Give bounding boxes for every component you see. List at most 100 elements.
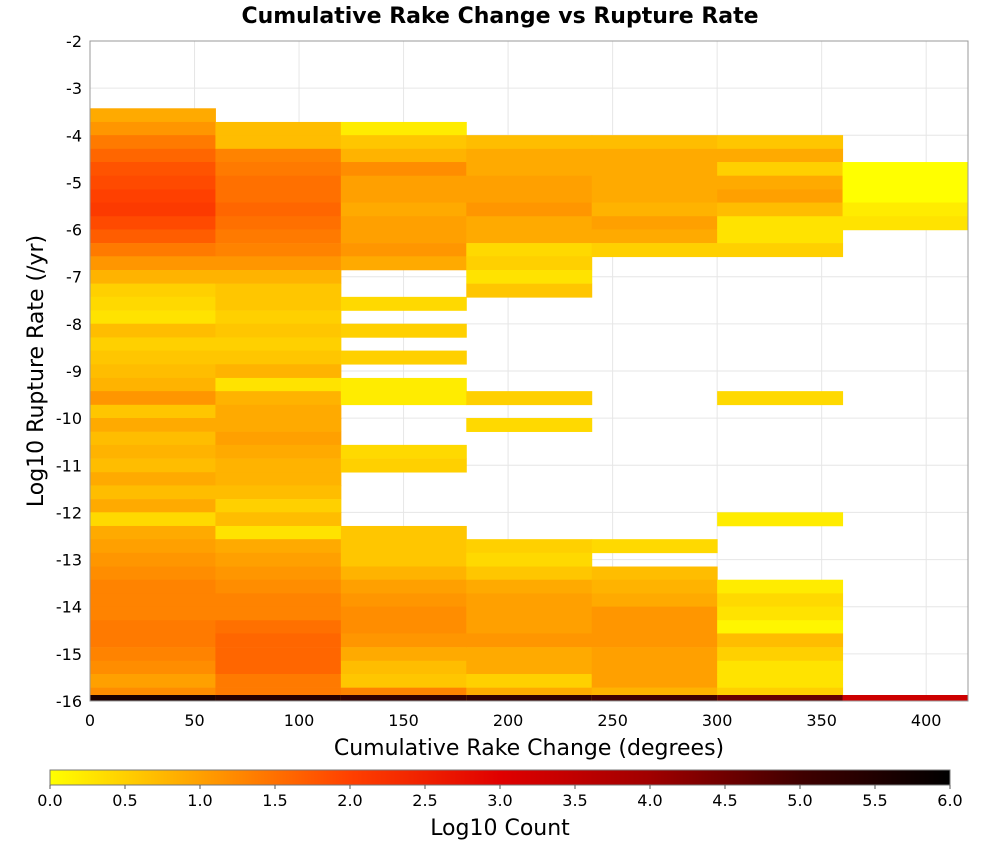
heatmap-cell [215, 364, 342, 379]
heatmap-cell [466, 256, 593, 271]
colorbar-tick-label: 1.0 [187, 791, 212, 810]
y-tick-label: -10 [56, 409, 82, 428]
heatmap-cell [90, 418, 216, 432]
heatmap-cell [842, 695, 969, 702]
heatmap-cell [340, 121, 467, 136]
heatmap-cell [215, 243, 342, 258]
heatmap-cell [90, 593, 216, 608]
heatmap-cell [842, 162, 969, 176]
heatmap-cell [466, 162, 593, 176]
x-tick-label: 350 [806, 711, 837, 730]
heatmap-cell [215, 404, 342, 419]
heatmap-cell [90, 256, 216, 271]
heatmap-cell [215, 310, 342, 325]
heatmap-cell [591, 695, 718, 702]
heatmap-cell [90, 364, 216, 379]
heatmap-cell [215, 350, 342, 365]
heatmap-cell [466, 579, 593, 594]
heatmap-cell [717, 202, 844, 217]
heatmap-cell [340, 525, 467, 540]
x-tick-label: 150 [388, 711, 419, 730]
heatmap-cell [90, 323, 216, 338]
heatmap-cell [90, 499, 216, 514]
heatmap-cell [90, 202, 216, 217]
heatmap-cell [591, 660, 718, 675]
heatmap-cell [717, 243, 844, 258]
heatmap-cell [717, 695, 844, 702]
heatmap-cell [340, 633, 467, 648]
heatmap-cell [215, 202, 342, 217]
y-tick-label: -13 [56, 551, 82, 570]
heatmap-cell [717, 579, 844, 594]
heatmap-cell [842, 189, 969, 204]
heatmap-cell [215, 552, 342, 567]
heatmap-cell [215, 189, 342, 204]
heatmap-cell [717, 606, 844, 621]
heatmap-cell [215, 695, 342, 702]
heatmap-cell [340, 566, 467, 581]
heatmap-cell [717, 593, 844, 608]
heatmap-cell [340, 229, 467, 244]
colorbar-tick-label: 0.0 [37, 791, 62, 810]
colorbar-tick-label: 3.5 [562, 791, 587, 810]
heatmap-cell [90, 108, 216, 123]
heatmap-cell [215, 323, 342, 338]
heatmap-cell [340, 350, 467, 365]
heatmap-cell [717, 673, 844, 688]
heatmap-cell [466, 269, 593, 284]
heatmap-cell [340, 647, 467, 662]
heatmap-cell [215, 673, 342, 688]
chart-title: Cumulative Rake Change vs Rupture Rate [241, 4, 758, 29]
heatmap-cell [842, 175, 969, 190]
heatmap-cell [466, 418, 593, 432]
heatmap-cell [90, 148, 216, 163]
heatmap-cell [90, 647, 216, 662]
heatmap-cell [466, 620, 593, 635]
heatmap-cell [215, 647, 342, 662]
heatmap-cell [215, 256, 342, 271]
heatmap-cell [717, 512, 844, 527]
heatmap-cell [466, 673, 593, 688]
heatmap-cell [340, 660, 467, 675]
heatmap-cell [90, 579, 216, 594]
heatmap-cell [591, 579, 718, 594]
heatmap-cell [215, 148, 342, 163]
heatmap-cell [90, 539, 216, 554]
heatmap-cell [340, 539, 467, 554]
heatmap-cell [591, 647, 718, 662]
heatmap-cell [717, 216, 844, 231]
heatmap-cell [842, 216, 969, 231]
heatmap-cell [591, 162, 718, 176]
heatmap-cell [591, 148, 718, 163]
heatmap-cell [215, 135, 342, 150]
heatmap-cell [215, 162, 342, 176]
x-tick-label: 250 [597, 711, 628, 730]
y-tick-label: -2 [66, 32, 82, 51]
heatmap-cell [466, 695, 593, 702]
heatmap-cell [215, 431, 342, 446]
heatmap-cell [215, 566, 342, 581]
heatmap-cell [717, 135, 844, 150]
heatmap-cell [466, 202, 593, 217]
y-tick-labels: -2 -3 -4 -5 -6 -7 -8 -9 -10 -11 -12 -13 -14 -15 -16 [56, 32, 82, 711]
heatmap-cell [340, 458, 467, 473]
heatmap-cell [340, 256, 467, 271]
heatmap-cell [591, 633, 718, 648]
colorbar-tick-label: 1.5 [262, 791, 287, 810]
heatmap-cell [591, 189, 718, 204]
heatmap-cell [90, 552, 216, 567]
heatmap-cell [215, 512, 342, 527]
y-tick-label: -12 [56, 503, 82, 522]
y-tick-label: -3 [66, 79, 82, 98]
heatmap-cell [90, 310, 216, 325]
heatmap-cell [90, 660, 216, 675]
heatmap-cell [717, 189, 844, 204]
heatmap-cell [466, 593, 593, 608]
y-axis-label: Log10 Rupture Rate (/yr) [24, 235, 49, 507]
heatmap-cell [90, 431, 216, 446]
heatmap-cell [591, 202, 718, 217]
y-tick-label: -4 [66, 126, 82, 145]
heatmap-cell [90, 189, 216, 204]
heatmap-cell [90, 350, 216, 365]
heatmap-cell [340, 175, 467, 190]
